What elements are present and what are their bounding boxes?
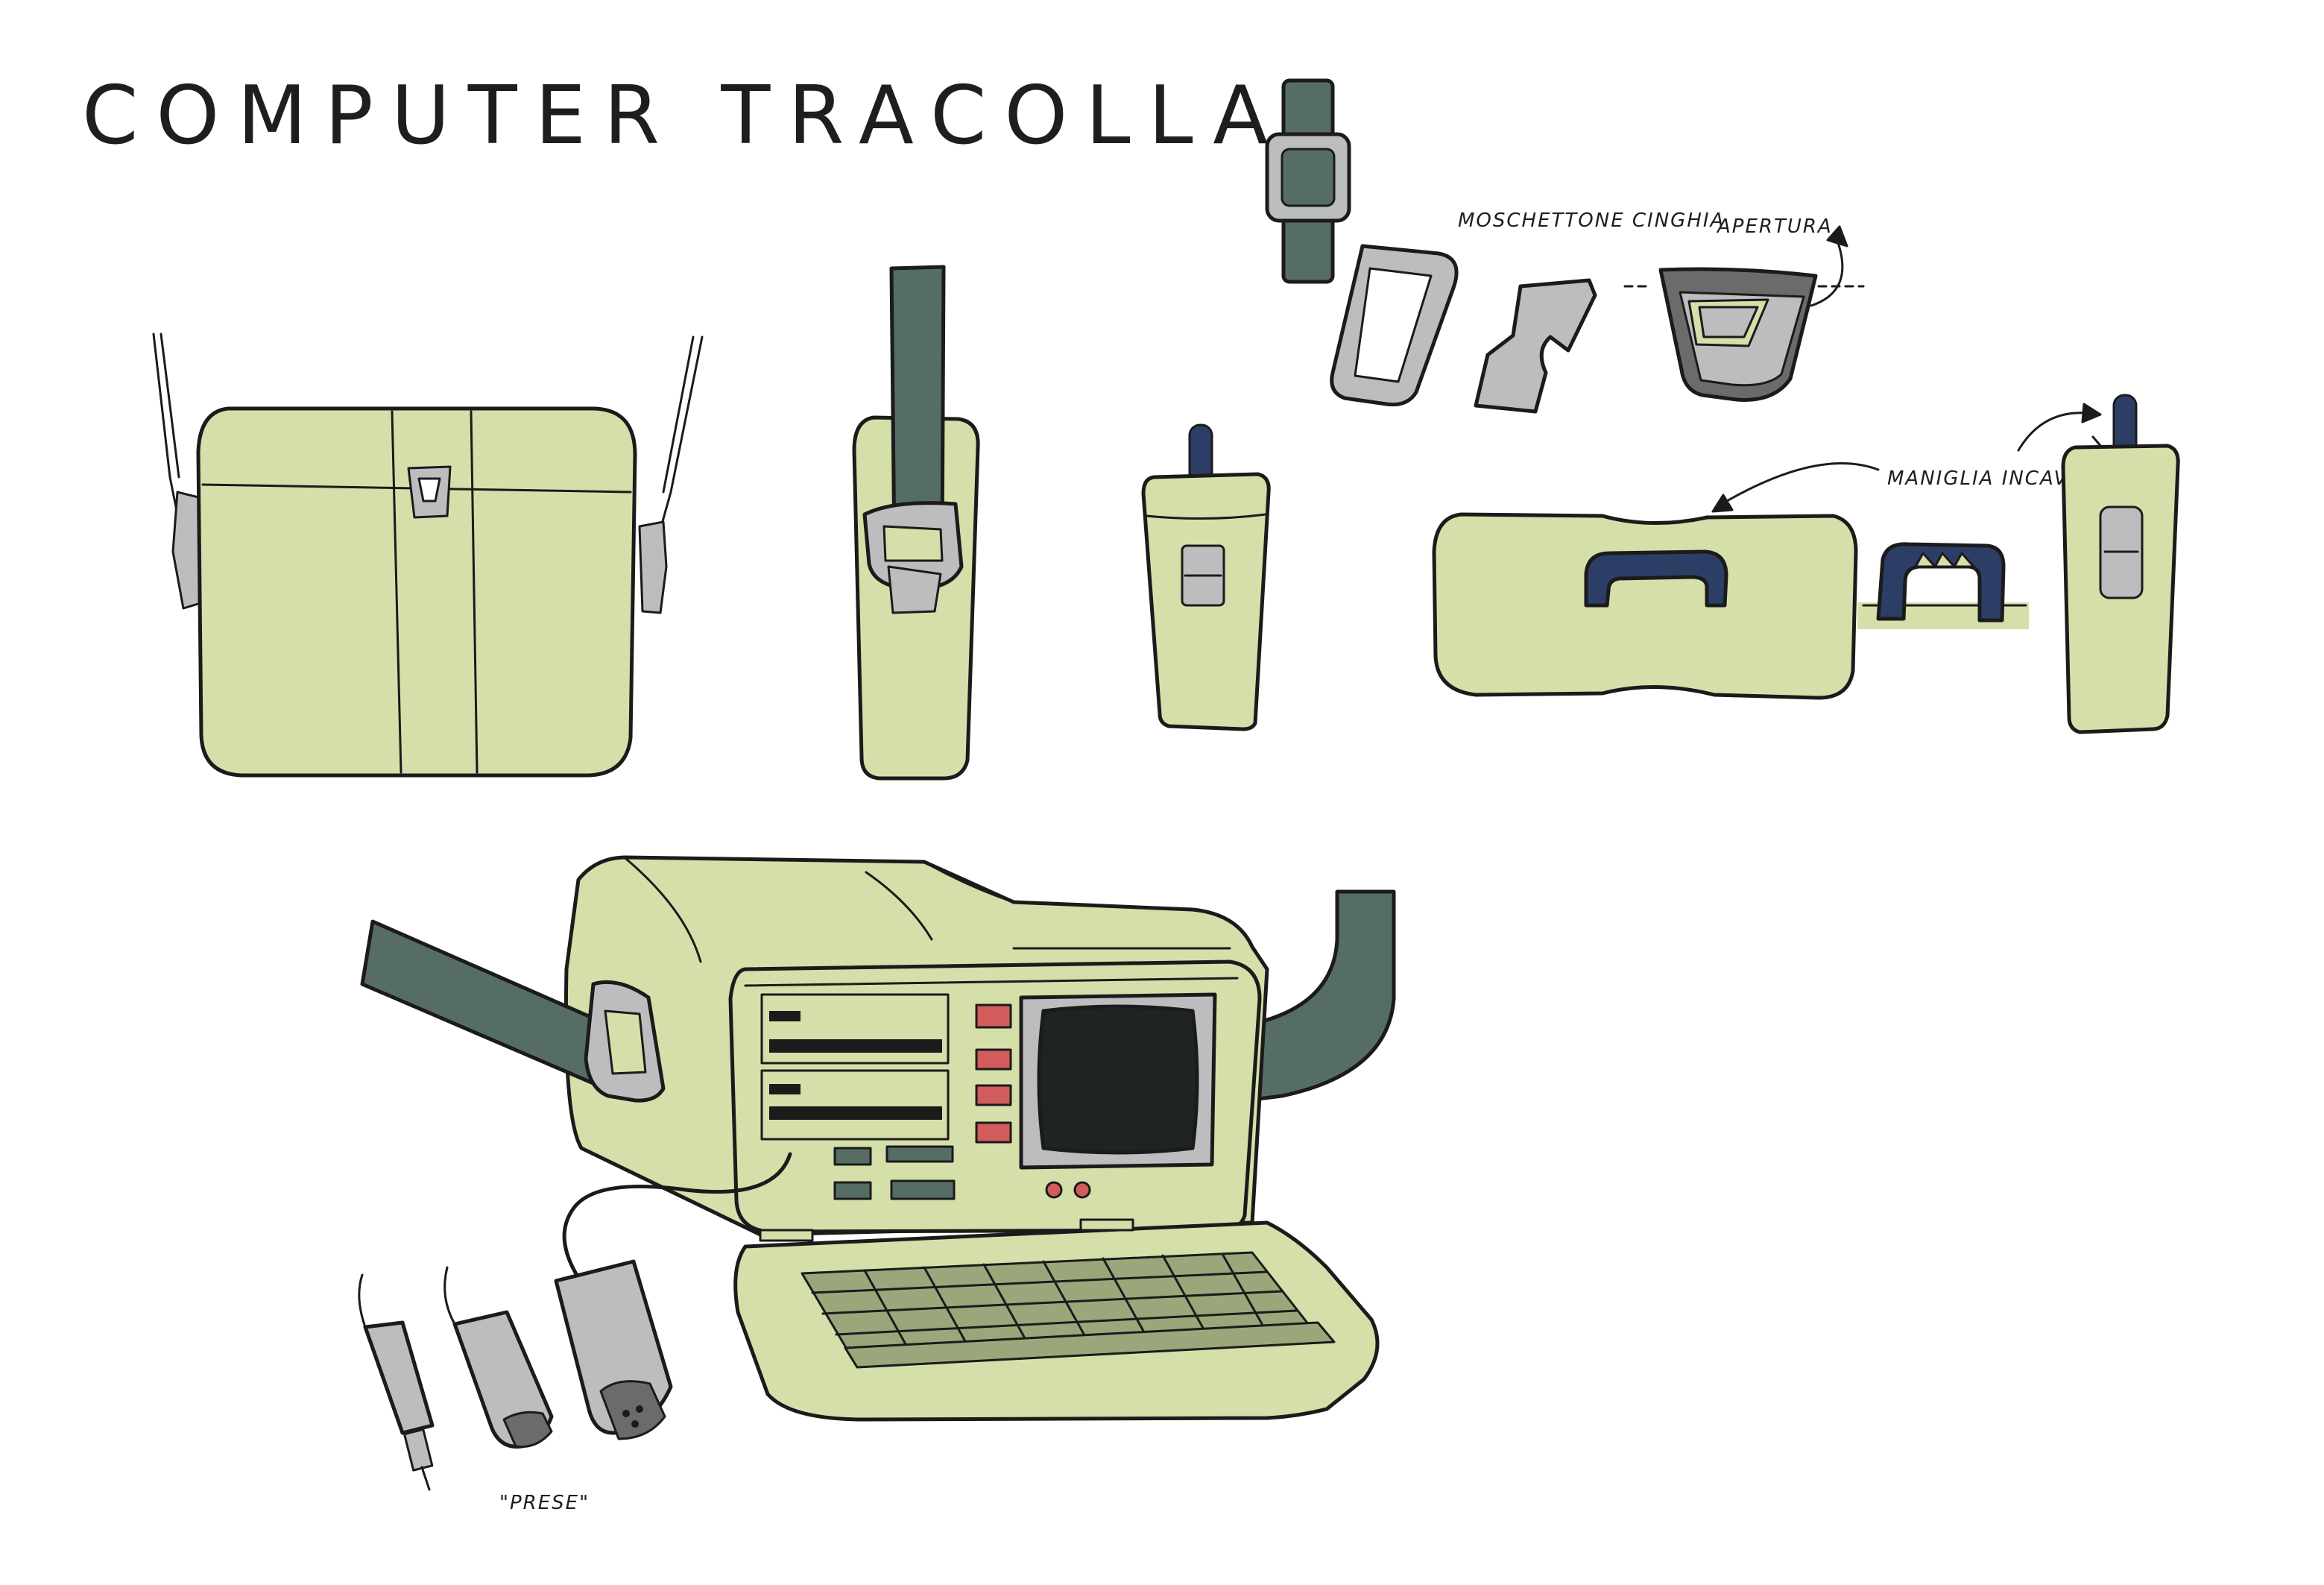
drive-slot-upper <box>760 993 950 1065</box>
indicator-dot-1 <box>1045 1181 1063 1199</box>
handle-side <box>1876 542 2006 623</box>
handle-bag-body <box>1432 512 1858 700</box>
front-buckle-right <box>638 520 668 614</box>
opening-label: APERTURA <box>1716 215 1833 238</box>
opening-detail: APERTURA <box>1623 215 1865 402</box>
plugs: "PRESE" <box>358 1259 673 1514</box>
drive-slot-lower <box>760 1069 950 1141</box>
narrow-side-view <box>1141 423 1271 731</box>
front-strap-right <box>659 335 704 531</box>
computer-open-perspective <box>360 855 1396 1422</box>
red-button-2 <box>975 1048 1012 1071</box>
screen-display <box>1037 1004 1199 1155</box>
front-view <box>152 333 704 778</box>
recessed-handle <box>1584 549 1728 608</box>
red-button-4 <box>975 1121 1012 1144</box>
red-button-3 <box>975 1084 1012 1106</box>
side-view-strap <box>852 265 980 781</box>
opening-arrow <box>1810 237 1844 307</box>
plug-small <box>363 1320 435 1435</box>
carabiner-label: MOSCHETTONE CINGHIA <box>1458 209 1725 232</box>
carabiner-detail: MOSCHETTONE CINGHIA <box>1265 78 1725 414</box>
handle-top-view <box>1432 462 1880 700</box>
narrow-view-handle <box>2017 394 2180 734</box>
indicator-dot-2 <box>1073 1181 1091 1199</box>
red-button-1 <box>975 1003 1012 1029</box>
front-bag-body <box>196 406 637 778</box>
carabiner-clip <box>1474 278 1597 414</box>
keyboard-front <box>844 1321 1336 1369</box>
sheet-title: COMPUTER TRACOLLA <box>82 69 1286 163</box>
plugs-label: "PRESE" <box>499 1492 590 1514</box>
